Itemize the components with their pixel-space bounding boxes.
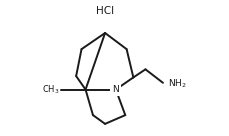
Text: N: N — [112, 85, 119, 94]
Text: NH$_2$: NH$_2$ — [168, 77, 186, 90]
Text: CH$_3$: CH$_3$ — [42, 83, 59, 96]
Text: HCl: HCl — [96, 7, 114, 16]
